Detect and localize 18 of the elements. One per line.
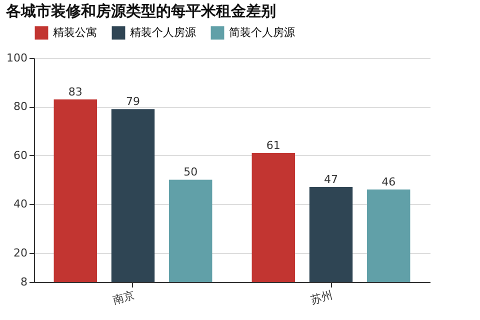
x-tick-label: 南京 (111, 288, 136, 307)
y-tick-label: 20 (14, 246, 28, 260)
x-tick-label: 苏州 (309, 288, 334, 307)
legend-label: 简装个人房源 (229, 26, 295, 39)
y-tick-label: 60 (14, 148, 28, 162)
y-tick-label: 80 (14, 100, 28, 114)
data-label: 47 (324, 173, 338, 186)
data-label: 61 (266, 138, 280, 152)
data-label: 46 (382, 175, 396, 188)
chart-title: 各城市装修和房源类型的每平米租金差别 (5, 2, 276, 20)
legend-label: 精装公寓 (53, 26, 97, 39)
legend-label: 精装个人房源 (130, 26, 196, 39)
y-tick-label: 8 (20, 276, 28, 288)
data-label: 79 (126, 95, 140, 108)
y-tick-label: 100 (6, 52, 28, 64)
data-label: 83 (68, 85, 82, 98)
data-label: 50 (184, 166, 198, 179)
y-tick-label: 40 (14, 198, 28, 211)
